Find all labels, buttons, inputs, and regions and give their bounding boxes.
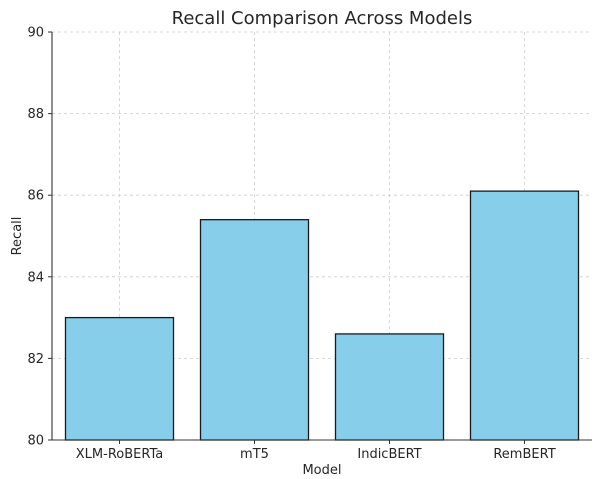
y-tick-label: 84 bbox=[27, 270, 44, 285]
y-tick-label: 80 bbox=[27, 434, 44, 449]
y-tick-label: 90 bbox=[27, 26, 44, 41]
x-ticks: XLM-RoBERTa mT5 IndicBERT RemBERT bbox=[76, 440, 556, 462]
y-tick-label: 82 bbox=[27, 352, 44, 367]
x-axis-label: Model bbox=[302, 463, 341, 478]
x-tick-label: XLM-RoBERTa bbox=[76, 447, 163, 462]
bar-xlm-roberta bbox=[64, 316, 175, 441]
bars bbox=[64, 190, 580, 441]
chart-title: Recall Comparison Across Models bbox=[172, 8, 473, 29]
bar-indicbert bbox=[334, 333, 445, 441]
y-tick-label: 86 bbox=[27, 189, 44, 204]
y-axis-label: Recall bbox=[10, 217, 25, 256]
y-ticks: 80 82 84 86 88 90 bbox=[27, 26, 52, 449]
bar-rembert bbox=[469, 190, 580, 441]
y-tick-label: 88 bbox=[27, 107, 44, 122]
x-tick-label: IndicBERT bbox=[357, 447, 421, 462]
bar-mt5 bbox=[199, 219, 310, 441]
x-tick-label: mT5 bbox=[240, 447, 269, 462]
x-tick-label: RemBERT bbox=[493, 447, 555, 462]
axes bbox=[51, 32, 592, 441]
